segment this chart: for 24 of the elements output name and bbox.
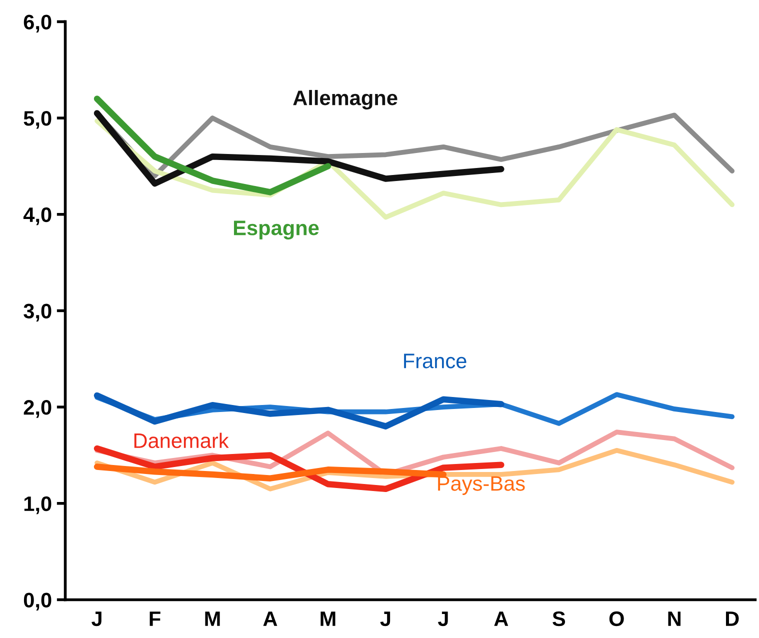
series-label: Pays-Bas — [438, 476, 525, 495]
x-tick-label: M — [320, 612, 336, 626]
y-tick-label: 5,0 — [24, 111, 52, 129]
y-tick-label: 2,0 — [24, 400, 52, 418]
x-tick-label: M — [205, 612, 220, 626]
x-tick-label: A — [494, 612, 508, 626]
series-label: France — [404, 354, 466, 368]
x-tick-label: N — [668, 612, 680, 626]
text: Allemagne — [293, 90, 398, 110]
series-label: Danemark — [134, 432, 229, 448]
y-tick-label: 3,0 — [24, 304, 52, 322]
y-tick-label: 6,0 — [24, 14, 52, 32]
x-tick-label: F — [150, 612, 160, 626]
x-tick-label: O — [609, 611, 624, 626]
x-tick-label: J — [438, 612, 448, 626]
y-tick-label: 4,0 — [23, 207, 52, 226]
x-tick-label: J — [380, 612, 390, 626]
series-label: Espagne — [234, 220, 319, 240]
x-tick-label: A — [263, 612, 278, 626]
x-tick-label: D — [726, 612, 739, 626]
y-tick-label: 0,0 — [24, 592, 52, 610]
y-tick-label: 1,0 — [24, 496, 52, 514]
x-tick-label: S — [552, 611, 566, 626]
x-tick-label: J — [92, 612, 102, 626]
